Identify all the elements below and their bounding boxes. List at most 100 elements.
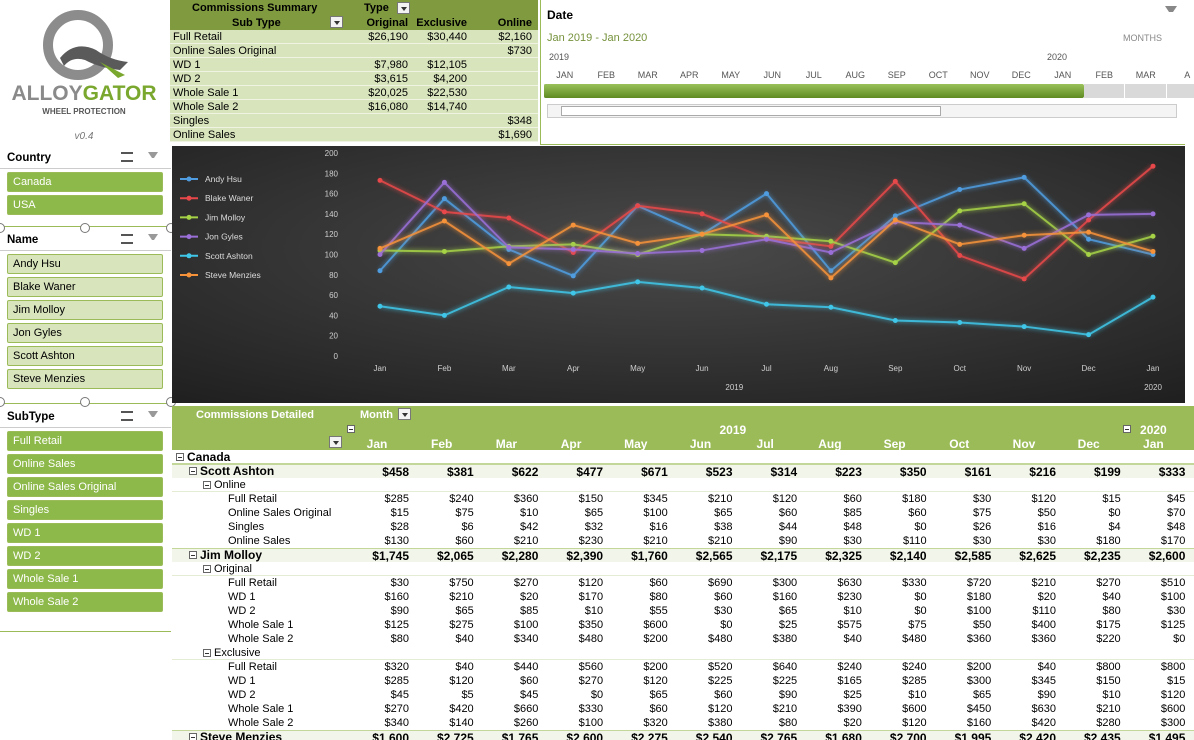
value-cell: $400 — [1031, 619, 1056, 631]
summary-cell: $4,200 — [433, 73, 467, 85]
timeline-scroll-thumb[interactable] — [561, 106, 941, 116]
slicer-item[interactable]: Canada — [7, 172, 163, 192]
series-point — [699, 211, 705, 217]
value-cell: $270 — [1096, 577, 1121, 589]
value-cell: $285 — [384, 493, 409, 505]
month-header: Mar — [495, 437, 518, 451]
slicer-header-title: SubType — [7, 411, 55, 423]
value-cell: $60 — [649, 577, 668, 589]
value-cell: $2,280 — [501, 549, 539, 563]
summary-row-label: WD 2 — [173, 73, 201, 85]
y-tick-label: 160 — [325, 190, 339, 199]
value-cell: $420 — [1031, 717, 1056, 729]
timeline-range: Jan 2019 - Jan 2020 — [547, 32, 648, 44]
summary-row — [170, 30, 538, 44]
collapse-button[interactable] — [203, 565, 211, 573]
year-collapse[interactable] — [1123, 425, 1132, 433]
value-cell: $16 — [649, 521, 668, 533]
series-point — [699, 231, 705, 237]
resize-handle[interactable] — [80, 397, 90, 407]
value-cell: $0 — [590, 689, 604, 701]
series-point — [441, 248, 447, 254]
slicer-item[interactable]: Steve Menzies — [7, 369, 163, 389]
collapse-button[interactable] — [203, 649, 211, 657]
value-cell: $180 — [966, 591, 992, 603]
slicer-item[interactable]: Scott Ashton — [7, 346, 163, 366]
value-cell: $0 — [720, 619, 733, 631]
value-cell: $420 — [449, 703, 474, 715]
collapse-button[interactable] — [189, 733, 197, 740]
slicer-item[interactable]: Full Retail — [7, 431, 163, 451]
series-point — [892, 260, 898, 266]
slicer-item[interactable]: Jon Gyles — [7, 323, 163, 343]
value-cell: $100 — [513, 619, 539, 631]
value-cell: $10 — [843, 605, 862, 617]
value-cell: $120 — [1160, 689, 1186, 701]
slicer-multiselect[interactable] — [121, 152, 133, 162]
collapse-button[interactable] — [189, 551, 197, 559]
slicer-multiselect[interactable] — [121, 411, 133, 421]
value-cell: $125 — [1160, 619, 1186, 631]
collapse-button[interactable] — [176, 453, 184, 461]
slicer-item[interactable]: USA — [7, 195, 163, 215]
group-label: Canada — [187, 450, 231, 464]
value-cell: $671 — [641, 465, 668, 479]
slicer-item[interactable]: Whole Sale 1 — [7, 569, 163, 589]
row-filter[interactable] — [330, 16, 343, 28]
collapse-button[interactable] — [203, 481, 211, 489]
slicer-clear-filter[interactable] — [148, 234, 158, 244]
value-cell: $0 — [914, 591, 927, 603]
slicer-item[interactable]: WD 2 — [7, 546, 163, 566]
x-tick-label: Jun — [696, 364, 709, 373]
timeline-month: JAN — [556, 70, 574, 80]
value-cell: $48 — [1167, 521, 1186, 533]
chart-background — [172, 146, 1185, 403]
slicer-divider — [0, 427, 171, 428]
value-cell: $333 — [1158, 465, 1186, 479]
value-cell: $30 — [843, 535, 862, 547]
slicer-item[interactable]: Singles — [7, 500, 163, 520]
timeline-level[interactable]: MONTHS — [1123, 33, 1162, 43]
slicer-multiselect[interactable] — [121, 234, 133, 244]
year-collapse[interactable] — [347, 425, 355, 433]
summary-cell: $16,080 — [368, 101, 408, 113]
timeline-selection[interactable] — [544, 84, 1084, 98]
value-cell: $2,235 — [1083, 549, 1121, 563]
slicer-item[interactable]: Jim Molloy — [7, 300, 163, 320]
value-cell: $345 — [643, 493, 668, 505]
slicer-item[interactable]: Andy Hsu — [7, 254, 163, 274]
resize-handle[interactable] — [80, 223, 90, 233]
timeline-clear-filter[interactable] — [1165, 6, 1177, 18]
summary-cell: $30,440 — [427, 31, 467, 43]
value-cell: $390 — [837, 703, 862, 715]
value-cell: $575 — [837, 619, 862, 631]
summary-row — [170, 86, 538, 100]
resize-handle[interactable] — [0, 223, 5, 233]
slicer-item[interactable]: Blake Waner — [7, 277, 163, 297]
resize-handle[interactable] — [0, 397, 5, 407]
slicer-clear-filter[interactable] — [148, 411, 158, 421]
collapse-button[interactable] — [189, 467, 197, 475]
type-filter[interactable] — [397, 2, 410, 14]
slicer-item[interactable]: WD 1 — [7, 523, 163, 543]
slicer-clear-filter[interactable] — [148, 152, 158, 162]
value-cell: $2,625 — [1019, 549, 1056, 563]
slicer-item[interactable]: Online Sales Original — [7, 477, 163, 497]
value-cell: $6 — [461, 521, 474, 533]
value-cell: $480 — [708, 633, 733, 645]
series-point — [635, 240, 641, 246]
legend-marker — [186, 272, 192, 278]
column-filter[interactable] — [398, 408, 411, 420]
row-filter[interactable] — [329, 436, 342, 448]
slicer-item[interactable]: Whole Sale 2 — [7, 592, 163, 612]
series-point — [892, 213, 898, 219]
slicer-item[interactable]: Online Sales — [7, 454, 163, 474]
timeline-month: NOV — [969, 70, 990, 80]
series-point — [441, 196, 447, 202]
value-cell: $0 — [914, 521, 927, 533]
value-cell: $0 — [1108, 507, 1121, 519]
type-row-line — [172, 659, 1194, 660]
value-cell: $80 — [1102, 605, 1121, 617]
value-cell: $216 — [1029, 465, 1056, 479]
series-point — [1150, 163, 1156, 169]
